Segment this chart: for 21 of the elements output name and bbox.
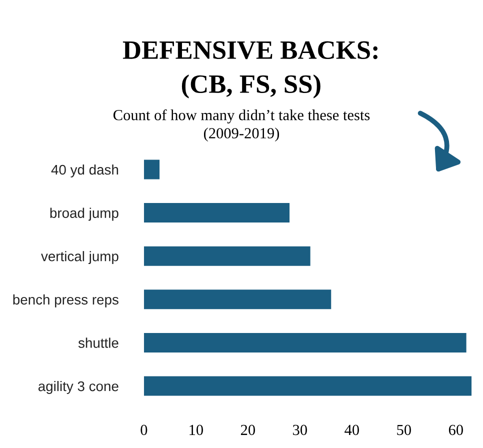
x-tick-label: 10 xyxy=(190,424,203,436)
x-tick-label: 60 xyxy=(448,424,463,436)
bar xyxy=(144,290,332,310)
bar xyxy=(144,160,160,180)
y-tick-label: bench press reps xyxy=(13,294,118,308)
y-tick-label: agility 3 cone xyxy=(38,380,118,394)
chart-title: DEFENSIVE BACKS: (CB, FS, SS) xyxy=(122,41,378,98)
bar xyxy=(144,246,310,266)
x-tick-label: 40 xyxy=(344,424,359,436)
chart-subtitle: Count of how many didn’t take these tests (2009-2019) xyxy=(113,109,370,142)
x-tick-label: 30 xyxy=(293,424,307,436)
y-tick-label: vertical jump xyxy=(41,251,118,264)
y-tick-label: broad jump xyxy=(50,208,118,221)
x-tick-label: 20 xyxy=(240,424,255,436)
x-tick-label: 50 xyxy=(397,424,411,436)
bar xyxy=(144,203,290,223)
y-tick-label: shuttle xyxy=(78,338,118,348)
x-tick-label: 0 xyxy=(140,424,148,436)
bar xyxy=(144,376,472,396)
bar xyxy=(144,332,466,352)
y-tick-label: 40 yd dash xyxy=(51,164,118,178)
